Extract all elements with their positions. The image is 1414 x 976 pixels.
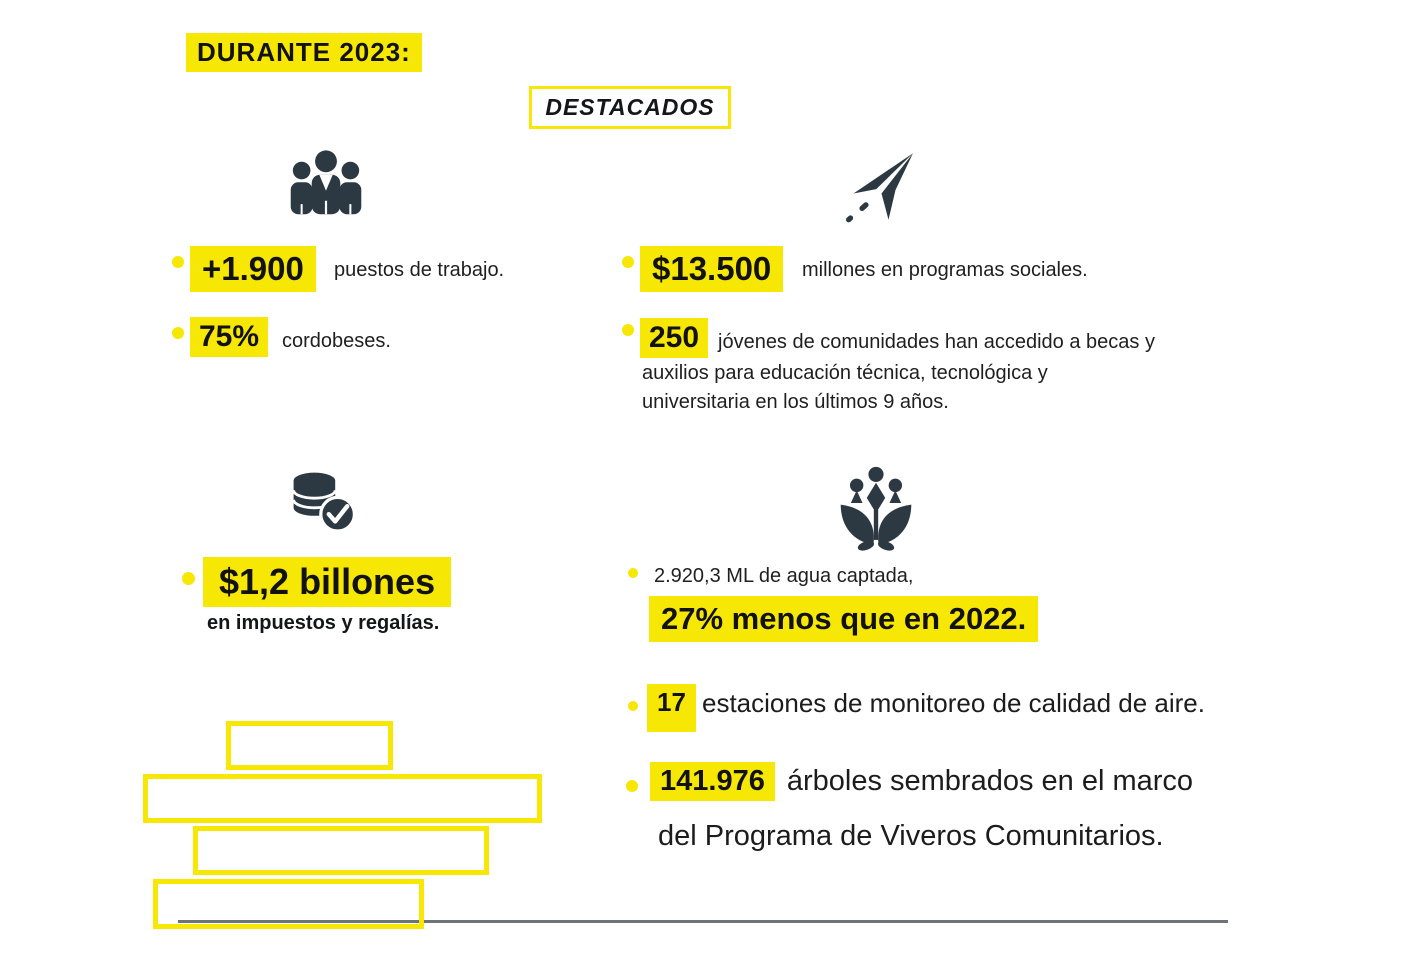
jobs-label: puestos de trabajo. xyxy=(334,259,505,281)
outline-box-2 xyxy=(143,774,542,823)
taxes-value: $1,2 billones xyxy=(203,557,452,607)
outline-box-4 xyxy=(153,879,424,929)
bullet-dot xyxy=(622,324,634,336)
trees-value: 141.976 xyxy=(650,762,775,801)
paper-plane-icon xyxy=(834,148,922,232)
people-icon xyxy=(284,148,368,230)
scholarships-line1: jóvenes de comunidades han accedido a be… xyxy=(718,331,1155,353)
trees-line1: árboles sembrados en el marco xyxy=(786,765,1194,797)
destacados-badge: DESTACADOS xyxy=(529,86,731,129)
stations-label: estaciones de monitoreo de calidad de ai… xyxy=(702,688,1205,718)
bullet-dot xyxy=(622,256,634,268)
destacados-badge-label: DESTACADOS xyxy=(545,94,715,120)
outline-box-1 xyxy=(226,721,393,770)
social-millions-value: $13.500 xyxy=(640,246,784,292)
trees-line2: del Programa de Viveros Comunitarios. xyxy=(658,820,1164,852)
bullet-dot xyxy=(172,256,184,268)
bullet-dot xyxy=(628,701,638,711)
bullet-dot xyxy=(626,780,638,792)
stations-value: 17 xyxy=(647,684,696,732)
flower-icon xyxy=(834,462,918,554)
outline-box-3 xyxy=(193,826,489,875)
bullet-dot xyxy=(182,572,195,585)
cordobeses-value: 75% xyxy=(190,317,269,357)
jobs-value: +1.900 xyxy=(190,246,316,292)
cordobeses-label: cordobeses. xyxy=(282,330,391,352)
scholarships-line2: auxilios para educación técnica, tecnoló… xyxy=(642,362,1048,384)
trees-line1-row: 141.976 árboles sembrados en el marco xyxy=(650,762,1193,801)
scholarships-line3: universitaria en los últimos 9 años. xyxy=(642,391,949,413)
water-intro: 2.920,3 ML de agua captada, xyxy=(654,565,914,587)
water-highlight: 27% menos que en 2022. xyxy=(649,596,1039,642)
page-title: DURANTE 2023: xyxy=(186,33,422,72)
bottom-divider-line xyxy=(178,920,1228,923)
social-millions-label: millones en programas sociales. xyxy=(802,259,1088,281)
bullet-dot xyxy=(628,568,638,578)
taxes-label: en impuestos y regalías. xyxy=(207,612,440,634)
coins-check-icon xyxy=(284,466,364,540)
bullet-dot xyxy=(172,327,184,339)
scholarships-value: 250 xyxy=(640,318,709,358)
